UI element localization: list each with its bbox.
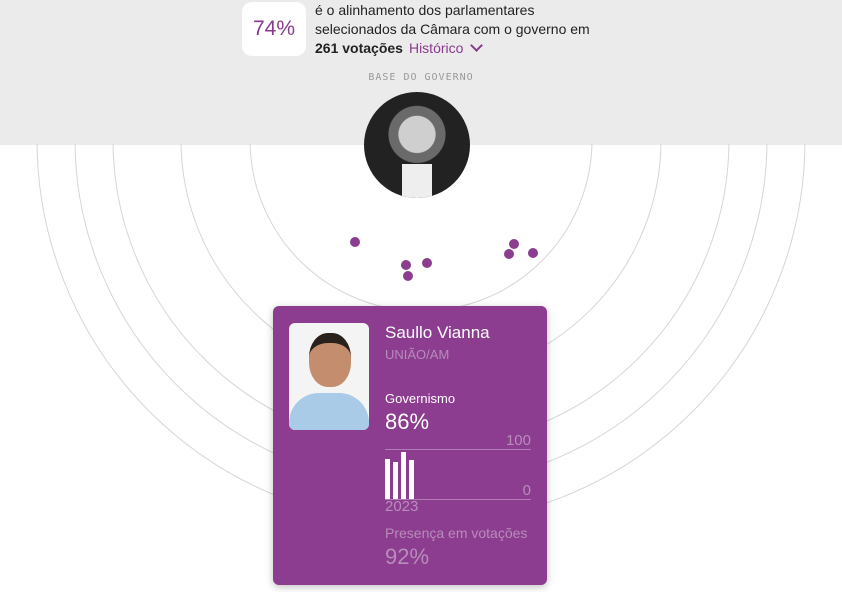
- history-label: Histórico: [408, 40, 464, 56]
- axis-line-top: [385, 449, 531, 450]
- deputy-dot[interactable]: [528, 248, 538, 258]
- axis-line-bottom: [385, 499, 531, 500]
- axis-max: 100: [505, 432, 531, 449]
- deputy-card: Saullo Vianna UNIÃO/AM Governismo 86% 10…: [273, 306, 547, 585]
- governism-bar: [393, 462, 398, 499]
- chevron-down-icon: [470, 39, 484, 52]
- axis-min: 0: [522, 482, 531, 499]
- history-toggle[interactable]: Histórico: [408, 39, 484, 56]
- deputy-dot[interactable]: [422, 258, 432, 268]
- presence-label: Presença em votações: [385, 525, 528, 541]
- description-text: é o alinhamento dos parlamentares seleci…: [315, 2, 590, 37]
- alignment-percent: 74%: [242, 2, 306, 56]
- alignment-description: é o alinhamento dos parlamentares seleci…: [315, 1, 615, 58]
- governism-bar: [409, 460, 414, 499]
- governism-bar: [385, 459, 390, 499]
- deputy-dot[interactable]: [350, 237, 360, 247]
- base-label: BASE DO GOVERNO: [368, 72, 474, 83]
- governism-bar: [401, 452, 406, 499]
- president-avatar: [364, 92, 470, 198]
- deputy-photo: [289, 323, 369, 430]
- year-label: 2023: [385, 498, 419, 515]
- governism-value: 86%: [385, 409, 430, 434]
- votes-count: 261 votações: [315, 40, 403, 56]
- presence-value: 92%: [385, 544, 430, 569]
- deputy-party: UNIÃO/AM: [385, 347, 450, 362]
- deputy-dot[interactable]: [403, 271, 413, 281]
- deputy-dot[interactable]: [401, 260, 411, 270]
- deputy-dot[interactable]: [509, 239, 519, 249]
- deputy-name: Saullo Vianna: [385, 323, 490, 342]
- deputy-dot[interactable]: [504, 249, 514, 259]
- governism-label: Governismo: [385, 391, 456, 406]
